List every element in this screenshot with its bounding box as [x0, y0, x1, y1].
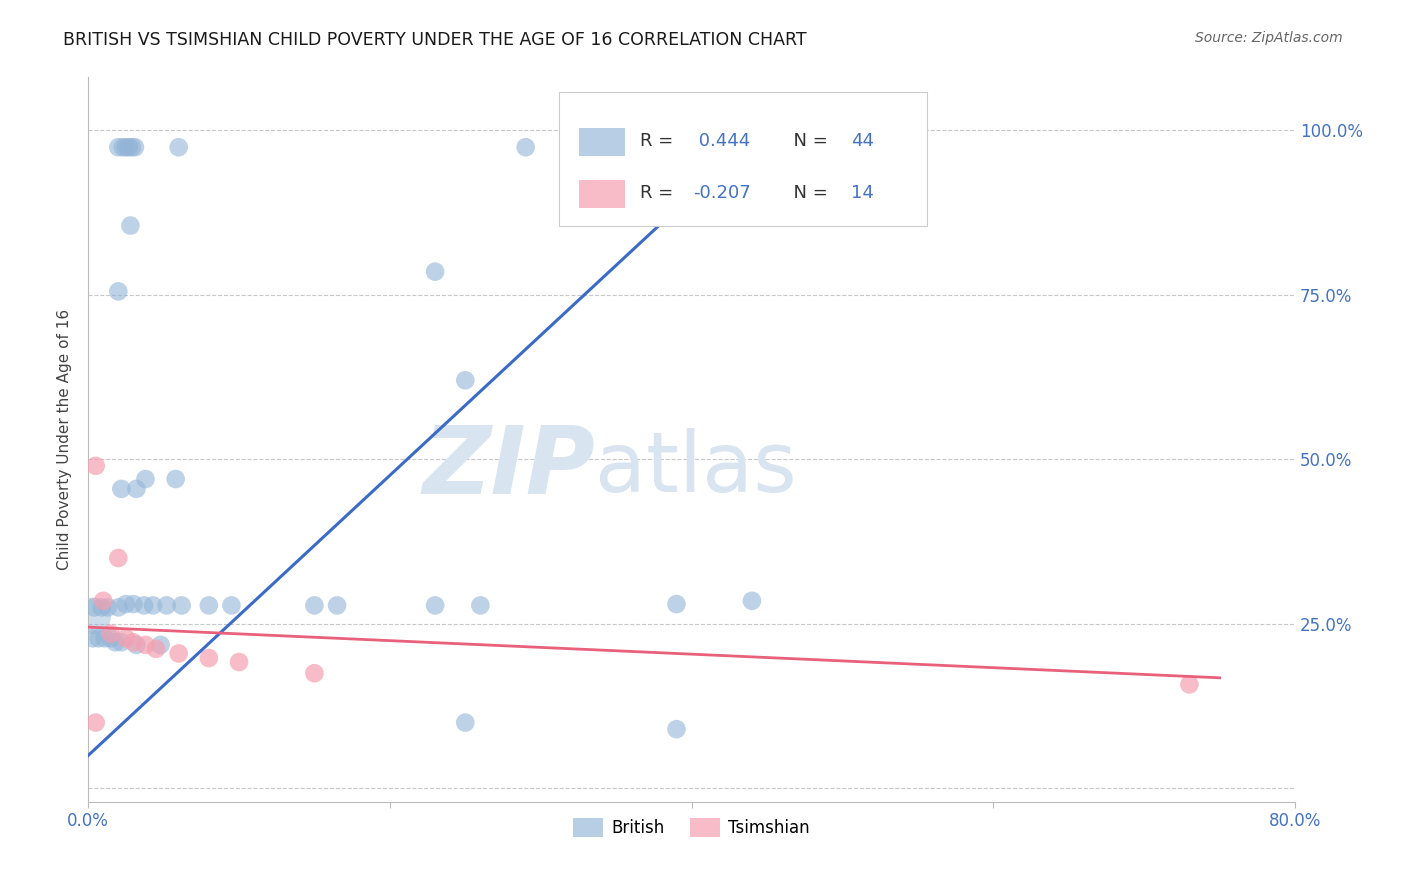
- Point: [228, 655, 250, 669]
- Point: [125, 482, 148, 496]
- Point: [122, 597, 145, 611]
- Y-axis label: Child Poverty Under the Age of 16: Child Poverty Under the Age of 16: [58, 309, 72, 570]
- Point: [454, 715, 477, 730]
- Point: [110, 635, 132, 649]
- Point: [111, 140, 134, 154]
- Text: Source: ZipAtlas.com: Source: ZipAtlas.com: [1195, 31, 1343, 45]
- Legend: British, Tsimshian: British, Tsimshian: [567, 812, 817, 844]
- Point: [221, 599, 243, 613]
- Point: [515, 140, 537, 154]
- Point: [82, 632, 104, 646]
- Point: [423, 599, 446, 613]
- Text: BRITISH VS TSIMSHIAN CHILD POVERTY UNDER THE AGE OF 16 CORRELATION CHART: BRITISH VS TSIMSHIAN CHILD POVERTY UNDER…: [63, 31, 807, 49]
- Point: [741, 594, 763, 608]
- Point: [115, 632, 138, 646]
- Point: [91, 594, 114, 608]
- Point: [198, 651, 221, 665]
- Point: [107, 600, 129, 615]
- Point: [104, 635, 127, 649]
- Point: [115, 140, 138, 154]
- Point: [100, 626, 122, 640]
- Point: [134, 638, 156, 652]
- Text: 0.444: 0.444: [693, 132, 749, 150]
- Point: [97, 600, 120, 615]
- Point: [165, 472, 187, 486]
- Text: -0.207: -0.207: [693, 185, 751, 202]
- Point: [121, 140, 143, 154]
- Point: [83, 600, 105, 615]
- Point: [107, 285, 129, 299]
- Point: [107, 140, 129, 154]
- Point: [145, 641, 167, 656]
- Text: R =: R =: [640, 132, 679, 150]
- Point: [665, 597, 688, 611]
- Point: [304, 599, 326, 613]
- Point: [118, 140, 141, 154]
- Point: [84, 715, 107, 730]
- Point: [167, 647, 190, 661]
- Point: [125, 638, 148, 652]
- Point: [90, 600, 112, 615]
- FancyBboxPatch shape: [558, 92, 927, 226]
- Text: atlas: atlas: [595, 428, 797, 509]
- Point: [87, 632, 110, 646]
- Point: [93, 632, 115, 646]
- Point: [124, 140, 146, 154]
- Point: [155, 599, 177, 613]
- Text: ZIP: ZIP: [422, 423, 595, 515]
- Point: [107, 551, 129, 566]
- Text: N =: N =: [782, 185, 834, 202]
- FancyBboxPatch shape: [579, 128, 626, 155]
- Point: [1178, 677, 1201, 691]
- Point: [110, 482, 132, 496]
- Point: [326, 599, 349, 613]
- Point: [454, 373, 477, 387]
- Point: [170, 599, 193, 613]
- Text: 44: 44: [851, 132, 875, 150]
- Point: [423, 265, 446, 279]
- Point: [304, 666, 326, 681]
- Text: R =: R =: [640, 185, 679, 202]
- Point: [149, 638, 172, 652]
- FancyBboxPatch shape: [579, 180, 626, 208]
- Point: [122, 635, 145, 649]
- Point: [665, 722, 688, 736]
- Point: [115, 597, 138, 611]
- Point: [84, 458, 107, 473]
- Point: [120, 219, 142, 233]
- Point: [134, 472, 156, 486]
- Point: [167, 140, 190, 154]
- Text: N =: N =: [782, 132, 834, 150]
- Point: [100, 632, 122, 646]
- Point: [132, 599, 155, 613]
- Point: [470, 599, 492, 613]
- Point: [142, 599, 165, 613]
- Text: 14: 14: [851, 185, 873, 202]
- Point: [82, 609, 104, 624]
- Point: [198, 599, 221, 613]
